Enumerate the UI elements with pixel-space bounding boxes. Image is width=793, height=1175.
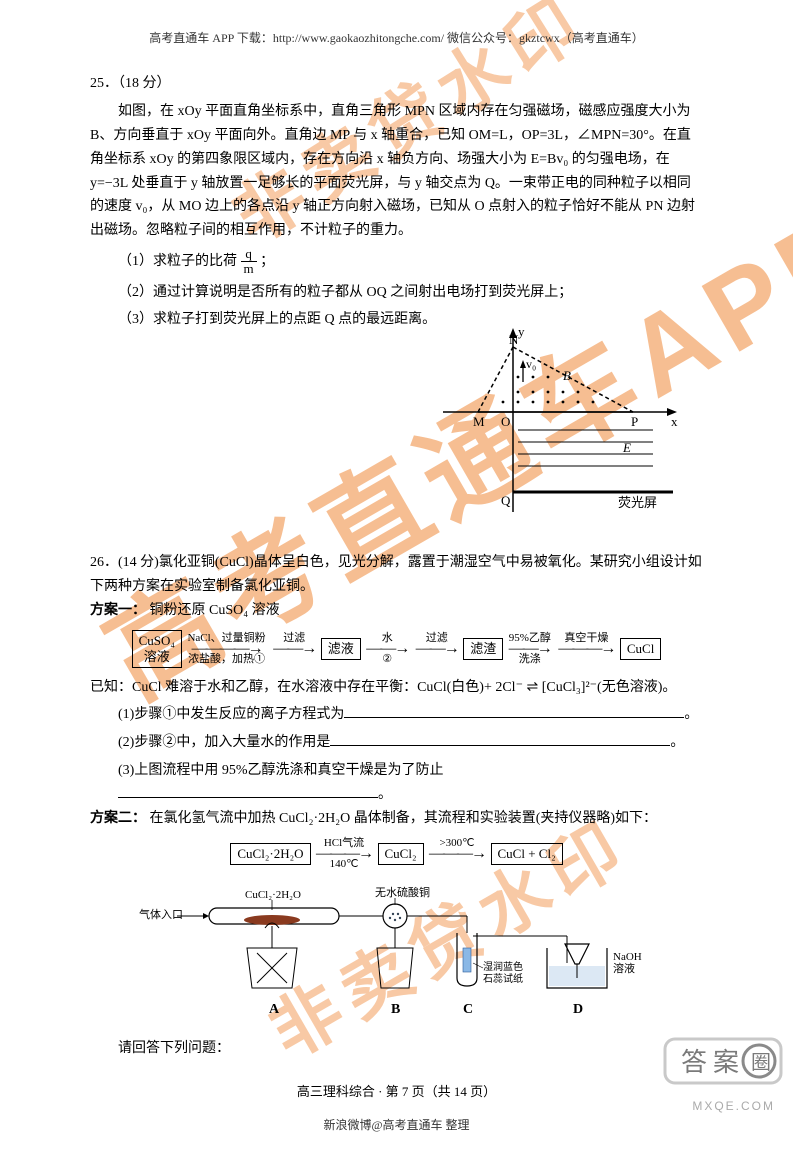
flow2-arrow1: HCl气流 ―――→ 140℃ — [314, 838, 374, 870]
svg-text:B: B — [563, 368, 571, 383]
answer-badge: 答 案 圈 — [663, 1037, 783, 1100]
q25-sub1: （1）求粒子的比荷 q m ； — [90, 247, 703, 277]
q26-flow1: CuSO₄溶液 NaCl、过量铜粉 ――――→ 浓盐酸，加热① 过滤 ――→ 滤… — [90, 630, 703, 667]
flow2-arrow2: >300℃ ―――→ — [427, 838, 487, 870]
flow1-arrow2: 水 ――→ ② — [364, 633, 410, 665]
svg-text:Q: Q — [501, 493, 511, 508]
svg-text:圈: 圈 — [751, 1052, 771, 1074]
blank-1 — [344, 704, 684, 718]
svg-text:x: x — [671, 414, 678, 429]
q26-number: 26．(14 分)氯化亚铜(CuCl)晶体呈白色，见光分解，露置于潮湿空气中易被… — [90, 551, 703, 599]
svg-text:O: O — [501, 414, 510, 429]
flow1-arrow1: NaCl、过量铜粉 ――――→ 浓盐酸，加热① — [185, 633, 267, 665]
q25-frac-num: q — [241, 247, 257, 262]
q26-plan1: 方案一： 铜粉还原 CuSO₄ 溶液 — [90, 599, 703, 623]
svg-text:湿润蓝色: 湿润蓝色 — [483, 960, 523, 973]
svg-text:D: D — [573, 1002, 583, 1017]
q26-s1: (1)步骤①中发生反应的离子方程式为。 — [90, 703, 703, 727]
flow2-box2: CuCl₂ — [378, 843, 424, 865]
svg-text:NaOH: NaOH — [613, 951, 642, 963]
flow1-filter1: 过滤 ――→ — [271, 633, 317, 665]
flow1-arrow3: 95%乙醇 ――→ 洗涤 — [507, 633, 553, 665]
flow1-filter2: 过滤 ――→ — [414, 633, 460, 665]
q26-s3: (3)上图流程中用 95%乙醇洗涤和真空干燥是为了防止。 — [90, 759, 703, 807]
blank-3 — [118, 784, 378, 798]
q25-body: 如图，在 xOy 平面直角坐标系中，直角三角形 MPN 区域内存在匀强磁场，磁感… — [90, 100, 703, 243]
q26-plan1-label: 方案一： — [90, 603, 146, 618]
q26-apparatus: 气体入口 CuCl₂·2H₂O — [90, 878, 703, 1037]
q26-plan2: 方案二： 在氯化氢气流中加热 CuCl₂·2H₂O 晶体制备，其流程和实验装置(… — [90, 807, 703, 831]
svg-text:B: B — [391, 1002, 400, 1017]
q26-plan2-label: 方案二： — [90, 811, 146, 826]
svg-text:E: E — [622, 440, 631, 455]
q26-s2: (2)步骤②中，加入大量水的作用是。 — [90, 731, 703, 755]
q25-sub2: （2）通过计算说明是否所有的粒子都从 OQ 之间射出电场打到荧光屏上； — [90, 281, 703, 305]
blank-2 — [330, 732, 670, 746]
q26-plan1-text: 铜粉还原 CuSO₄ 溶液 — [150, 603, 280, 618]
q26-plan2-text: 在氯化氢气流中加热 CuCl₂·2H₂O 晶体制备，其流程和实验装置(夹持仪器略… — [150, 811, 658, 826]
q26-flow2: CuCl₂·2H₂O HCl气流 ―――→ 140℃ CuCl₂ >300℃ ―… — [90, 838, 703, 870]
flow1-box3: 滤渣 — [463, 638, 503, 660]
q26-answer-prompt: 请回答下列问题： — [90, 1037, 703, 1061]
flow2-box1: CuCl₂·2H₂O — [230, 843, 310, 865]
svg-text:CuCl₂·2H₂O: CuCl₂·2H₂O — [245, 889, 301, 901]
apparatus-svg: 气体入口 CuCl₂·2H₂O — [137, 878, 657, 1028]
q25-number: 25．（18 分） — [90, 72, 703, 96]
flow1-box2: 滤液 — [321, 638, 361, 660]
flow1-arrow4: 真空干燥 ―――→ — [556, 633, 616, 665]
flow1-box1: CuSO₄溶液 — [132, 630, 182, 667]
mxqe-watermark: MXQE.COM — [692, 1096, 775, 1116]
q25-frac: q m — [241, 247, 257, 277]
page-content: 高考直通车 APP 下载：http://www.gaokaozhitongche… — [0, 0, 793, 1175]
q25-svg: y x M O P N B v₀ E — [423, 322, 683, 522]
q25-sub1-a: （1）求粒子的比荷 — [118, 254, 241, 269]
svg-text:石蕊试纸: 石蕊试纸 — [483, 972, 523, 985]
flow2-box3: CuCl + Cl₂ — [491, 843, 563, 865]
page-footer2: 新浪微博@高考直通车 整理 — [90, 1115, 703, 1135]
q26-known: 已知：CuCl 难溶于水和乙醇，在水溶液中存在平衡：CuCl(白色)+ 2Cl⁻… — [90, 676, 703, 700]
page-header: 高考直通车 APP 下载：http://www.gaokaozhitongche… — [90, 28, 703, 48]
svg-text:N: N — [509, 332, 519, 347]
svg-text:气体入口: 气体入口 — [139, 907, 183, 921]
svg-text:C: C — [463, 1002, 473, 1017]
svg-text:A: A — [269, 1002, 280, 1017]
svg-text:y: y — [518, 324, 525, 339]
svg-text:v₀: v₀ — [526, 357, 536, 371]
q25-diagram: y x M O P N B v₀ E — [90, 322, 703, 531]
svg-text:M: M — [473, 414, 485, 429]
svg-text:案: 案 — [713, 1048, 739, 1077]
flow1-box4: CuCl — [620, 638, 661, 660]
svg-text:溶液: 溶液 — [613, 961, 635, 975]
svg-text:荧光屏: 荧光屏 — [618, 495, 657, 510]
svg-text:答: 答 — [681, 1048, 707, 1077]
svg-text:P: P — [631, 414, 638, 429]
page-footer: 高三理科综合 · 第 7 页（共 14 页） — [90, 1081, 703, 1103]
q25-frac-den: m — [241, 262, 257, 276]
q25-sub1-b: ； — [260, 254, 274, 269]
svg-text:无水硫酸铜: 无水硫酸铜 — [375, 885, 430, 899]
